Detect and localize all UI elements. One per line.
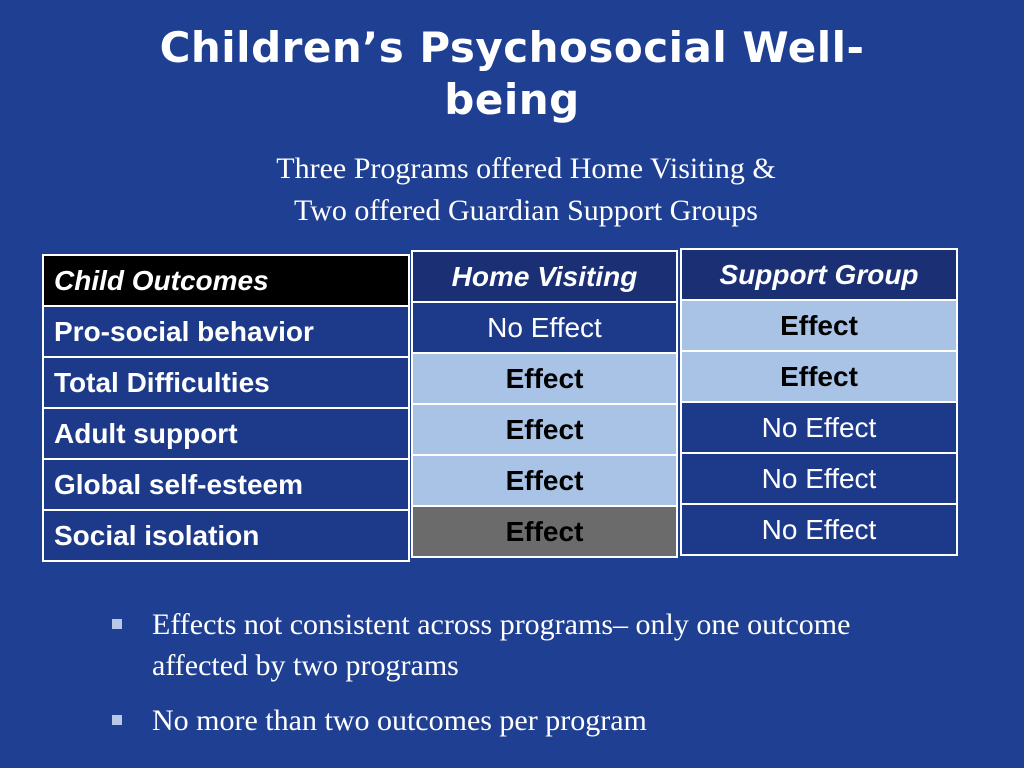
support-group-cell: No Effect — [680, 401, 958, 454]
home-visiting-cell: Effect — [411, 352, 678, 405]
home-visiting-cell: No Effect — [411, 301, 678, 354]
bullet-item: Effects not consistent across programs– … — [112, 604, 932, 686]
slide-subtitle: Three Programs offered Home Visiting & T… — [0, 148, 1024, 232]
outcome-cell: Pro-social behavior — [42, 305, 410, 358]
home-visiting-cell: Effect — [411, 505, 678, 558]
support-group-cell: No Effect — [680, 503, 958, 556]
support-group-cell: Effect — [680, 350, 958, 403]
support-group-cell: Effect — [680, 299, 958, 352]
home-visiting-cell: Effect — [411, 403, 678, 456]
home-visiting-cell: Effect — [411, 454, 678, 507]
slide-title-line-2: being — [444, 75, 580, 124]
support-group-header: Support Group — [680, 248, 958, 301]
support-group-table: Support Group Effect Effect No Effect No… — [680, 248, 958, 556]
bullet-text: Effects not consistent across programs– … — [152, 608, 851, 682]
home-visiting-table: Home Visiting No Effect Effect Effect Ef… — [411, 250, 678, 558]
slide-subtitle-line-2: Two offered Guardian Support Groups — [294, 194, 758, 227]
bullet-list: Effects not consistent across programs– … — [112, 604, 932, 755]
outcome-cell: Global self-esteem — [42, 458, 410, 511]
child-outcomes-header: Child Outcomes — [42, 254, 410, 307]
slide-subtitle-line-1: Three Programs offered Home Visiting & — [276, 152, 776, 185]
outcome-cell: Adult support — [42, 407, 410, 460]
outcome-cell: Total Difficulties — [42, 356, 410, 409]
child-outcomes-table: Child Outcomes Pro-social behavior Total… — [42, 254, 410, 562]
slide-title-line-1: Children’s Psychosocial Well- — [159, 23, 865, 72]
square-bullet-icon — [112, 619, 122, 629]
support-group-cell: No Effect — [680, 452, 958, 505]
slide-title: Children’s Psychosocial Well- being — [0, 22, 1024, 126]
bullet-item: No more than two outcomes per program — [112, 700, 932, 741]
home-visiting-header: Home Visiting — [411, 250, 678, 303]
outcome-cell: Social isolation — [42, 509, 410, 562]
bullet-text: No more than two outcomes per program — [152, 704, 647, 737]
square-bullet-icon — [112, 715, 122, 725]
